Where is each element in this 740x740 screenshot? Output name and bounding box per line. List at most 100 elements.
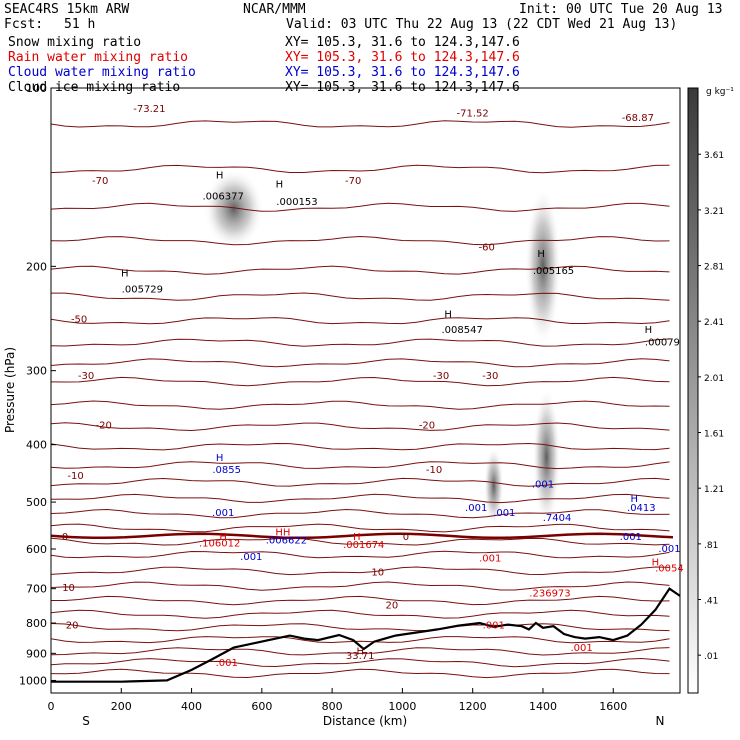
field-snow-name: Snow mixing ratio <box>8 35 142 50</box>
snow-shade-blob <box>203 168 264 249</box>
extremum-label: H <box>645 325 653 336</box>
temperature-contour-label: -20 <box>419 421 435 432</box>
extremum-label: -73.21 <box>133 104 165 115</box>
extremum-label: .008547 <box>441 325 482 336</box>
colorbar-level-label: 1.21 <box>704 485 724 495</box>
y-tick-label: 800 <box>26 617 47 630</box>
colorbar-level-label: .01 <box>704 652 718 662</box>
extremum-label: .236973 <box>529 588 570 599</box>
temperature-contour <box>51 235 670 246</box>
extremum-label: .0054 <box>655 564 684 575</box>
field-rain-xy: XY= 105.3, 31.6 to 124.3,147.6 <box>285 50 520 65</box>
extremum-label: H <box>276 180 284 191</box>
snow-shade-blob <box>532 387 561 528</box>
temperature-contour <box>51 317 670 325</box>
temperature-contour <box>51 400 670 410</box>
extremum-label: .001 <box>483 621 505 632</box>
extremum-label: .006622 <box>266 535 307 546</box>
x-tick-label: 600 <box>251 700 272 713</box>
temperature-contour-label: 0 <box>62 532 68 543</box>
temperature-contour <box>51 566 670 576</box>
extremum-label: .000153 <box>276 197 317 208</box>
extremum-label: .0855 <box>212 465 241 476</box>
extremum-label: .005165 <box>533 266 574 277</box>
snow-shade-blob <box>483 446 504 527</box>
temperature-contour <box>51 265 670 275</box>
extremum-label: .0413 <box>627 503 656 514</box>
extremum-label: .001 <box>493 508 515 519</box>
temperature-contour-label: -70 <box>92 176 108 187</box>
terrain-layer <box>51 587 680 683</box>
temperature-contour <box>51 657 670 668</box>
x-end-label-left: S <box>82 714 90 728</box>
field-snow-xy: XY= 105.3, 31.6 to 124.3,147.6 <box>285 35 520 50</box>
plot-frame <box>50 87 681 694</box>
colorbar: .01 .41 .81 1.21 1.61 2.01 2.41 2.81 3.21 3.61 <box>687 87 724 694</box>
extremum-label: H <box>444 309 452 320</box>
extremum-label: H <box>353 532 361 543</box>
temperature-contour <box>51 477 670 487</box>
temperature-contour-label: 10 <box>62 583 75 594</box>
x-tick-label: 400 <box>181 700 202 713</box>
temperature-contour-label: -20 <box>96 421 112 432</box>
field-cloudwater-name: Cloud water mixing ratio <box>8 65 196 80</box>
colorbar-level-label: .81 <box>704 541 718 551</box>
model-title: SEAC4RS 15km ARW <box>4 2 130 17</box>
extremum-label: .001 <box>658 544 680 555</box>
x-tick-label: 1200 <box>459 700 487 713</box>
temperature-contour-label: -30 <box>482 371 498 382</box>
colorbar-level-label: 1.61 <box>704 430 724 440</box>
extremum-label: H <box>631 494 639 505</box>
snow-shading-layer <box>203 168 561 528</box>
temperature-contour <box>51 537 670 546</box>
extremum-label: H <box>216 171 224 182</box>
colorbar-ramp <box>687 87 699 694</box>
y-tick-label: 400 <box>26 439 47 452</box>
init-time: Init: 00 UTC Tue 20 Aug 13 <box>519 2 723 17</box>
temperature-contour <box>51 493 670 504</box>
extremum-label: -71.52 <box>457 109 489 120</box>
temperature-contour <box>51 358 670 368</box>
forecast-label: Fcst: <box>4 17 44 32</box>
temperature-contour-label: -10 <box>67 471 83 482</box>
x-tick-label: 800 <box>322 700 343 713</box>
extremum-label: .001 <box>532 479 554 490</box>
temperature-contour <box>51 338 670 347</box>
temperature-contour-label: 20 <box>385 601 398 612</box>
temperature-contour-label: -50 <box>71 315 87 326</box>
org-label: NCAR/MMM <box>243 2 306 17</box>
extremum-label: H <box>121 269 129 280</box>
y-tick-label: 700 <box>26 583 47 596</box>
temperature-contour <box>51 668 670 679</box>
temperature-contour-label: -10 <box>426 465 442 476</box>
temperature-contour <box>51 647 670 656</box>
extrema-labels: -73.21 -71.52 -68.8733.71H.006377H.000153H… <box>121 104 684 669</box>
temperature-contour <box>51 508 670 519</box>
extremum-label: .001 <box>465 503 487 514</box>
y-tick-label: 100 <box>26 82 47 95</box>
extremum-label: .00079 <box>645 338 680 349</box>
y-tick-label: 1000 <box>19 674 47 687</box>
colorbar-level-label: 3.61 <box>704 151 724 161</box>
colorbar-level-label: 2.01 <box>704 374 724 384</box>
field-cloudwater-xy: XY= 105.3, 31.6 to 124.3,147.6 <box>285 65 520 80</box>
colorbar-level-label: .41 <box>704 597 718 607</box>
extremum-label: .001674 <box>343 540 384 551</box>
extremum-label: .001 <box>479 553 501 564</box>
y-tick-label: 500 <box>26 496 47 509</box>
extremum-label: .001 <box>620 532 642 543</box>
extremum-label: .001 <box>216 658 238 669</box>
colorbar-level-label: 2.81 <box>704 263 724 273</box>
extremum-label: -68.87 <box>622 113 654 124</box>
x-tick-label: 0 <box>48 700 55 713</box>
temperature-contours: -70 -70 -60 -50 -30 -30 -30 -20 -20 -10 -10 0 0 10 10 2… <box>51 120 674 679</box>
temperature-contour-label: 20 <box>66 621 79 632</box>
x-tick-label: 1600 <box>599 700 627 713</box>
y-tick-label: 300 <box>26 365 47 378</box>
temperature-contour <box>51 623 670 632</box>
temperature-contour <box>51 164 670 174</box>
x-axis-label: Distance (km) <box>323 714 407 728</box>
y-tick-label: 600 <box>26 543 47 556</box>
temperature-contour <box>51 523 670 533</box>
